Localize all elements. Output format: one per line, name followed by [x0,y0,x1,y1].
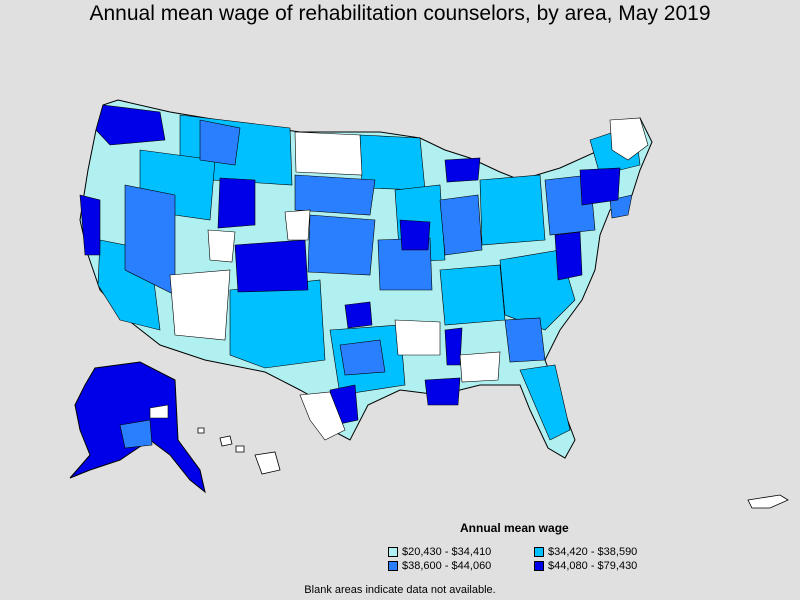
hawaii-map [197,427,281,475]
alaska-region [119,419,153,449]
alaska-blank-region [149,404,169,419]
legend-label: $44,080 - $79,430 [548,560,638,572]
legend-swatch [534,561,544,571]
legend-swatch [388,547,398,557]
map-title: Annual mean wage of rehabilitation couns… [89,2,711,25]
legend-label: $34,420 - $38,590 [548,546,638,558]
legend-swatch [388,561,398,571]
legend-item: $34,420 - $38,590 [534,546,637,558]
legend-title: Annual mean wage [460,521,569,535]
legend-item: $20,430 - $34,410 [388,546,491,558]
legend-swatch [534,547,544,557]
legend-item: $38,600 - $44,060 [388,560,491,572]
legend-label: $20,430 - $34,410 [402,546,492,558]
blank-areas-note: Blank areas indicate data not available. [304,584,496,596]
no-data-areas [169,117,649,441]
puerto-rico-map [747,494,789,509]
tier-3-areas [124,119,633,376]
legend-item: $44,080 - $79,430 [534,560,637,572]
tier-4-areas [79,104,621,426]
legend-label: $38,600 - $44,060 [402,560,492,572]
